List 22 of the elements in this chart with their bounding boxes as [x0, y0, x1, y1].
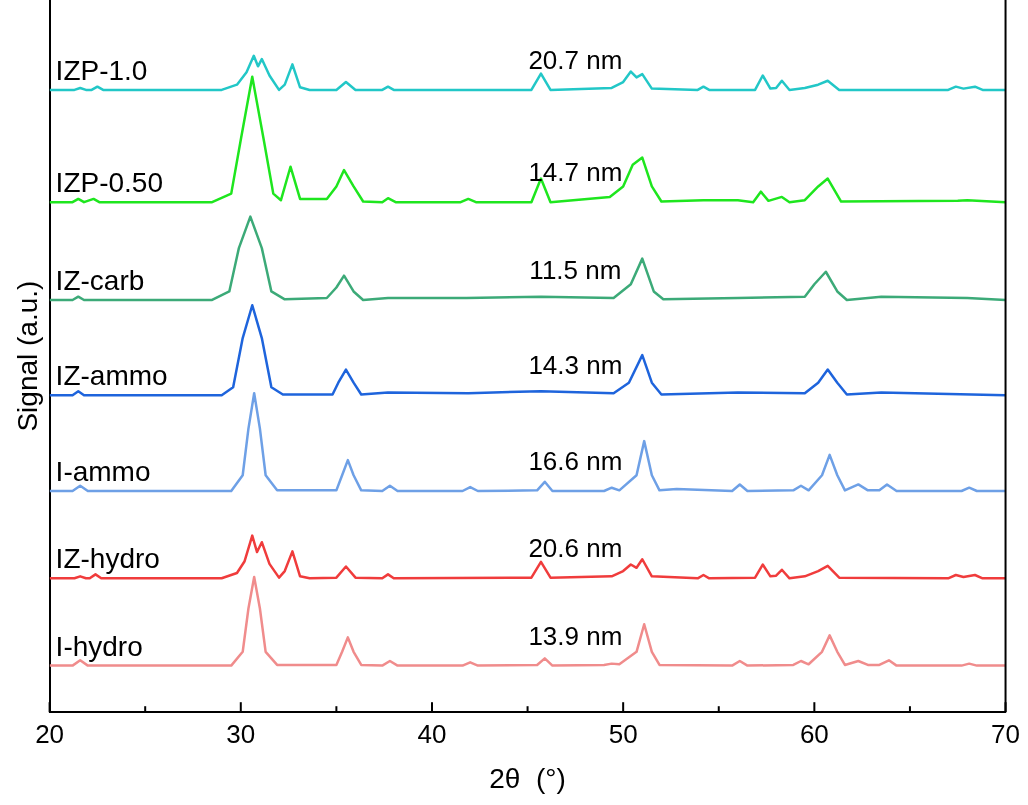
x-tick-label: 70: [991, 718, 1020, 749]
x-tick-label: 60: [799, 718, 829, 749]
annotation: 20.6 nm: [528, 533, 623, 564]
series-label: IZ-hydro: [55, 543, 160, 575]
annotation: 14.3 nm: [528, 350, 623, 381]
series-label: IZ-carb: [55, 264, 145, 296]
x-tick-label: 20: [35, 718, 65, 749]
annotation: 13.9 nm: [528, 620, 623, 651]
annotation: 20.7 nm: [528, 45, 623, 76]
series-label: I-hydro: [55, 630, 143, 662]
x-axis-title: 2θ (°): [489, 762, 566, 794]
series-label: IZP-1.0: [55, 54, 148, 86]
annotation: 16.6 nm: [528, 446, 623, 477]
x-tick-label: 40: [417, 718, 447, 749]
x-tick-label: 30: [226, 718, 256, 749]
annotation: 11.5 nm: [529, 255, 622, 286]
series-label: I-ammo: [55, 455, 151, 487]
annotation: 14.7 nm: [528, 157, 623, 188]
series-label: IZ-ammo: [55, 360, 168, 392]
x-tick-label: 50: [608, 718, 638, 749]
y-axis-title: Signal (a.u.): [11, 280, 43, 432]
series-label: IZP-0.50: [55, 167, 163, 199]
